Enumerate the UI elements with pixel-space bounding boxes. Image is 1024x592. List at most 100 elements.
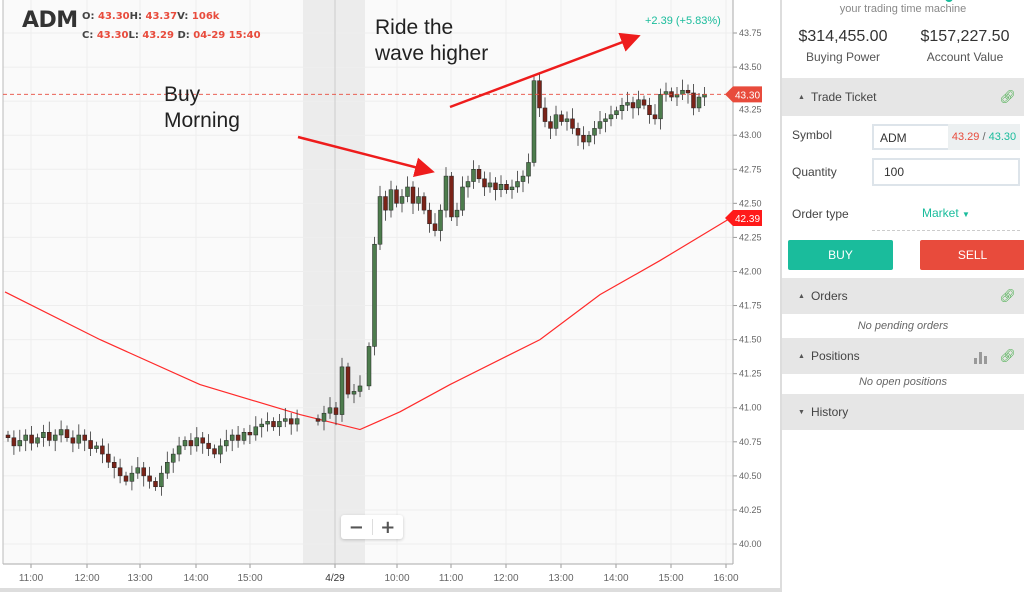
annotation-buy-morning: Buy Morning: [164, 82, 240, 134]
section-positions[interactable]: ▲ Positions 🔗︎: [782, 338, 1024, 374]
caret-up-icon: ▲: [798, 292, 805, 300]
order-type-label: Order type: [792, 207, 849, 221]
candle-down: [383, 196, 388, 211]
section-title: History: [810, 405, 849, 419]
section-title: Positions: [810, 349, 860, 363]
x-tick-label: 15:00: [237, 573, 262, 584]
candle-down: [542, 107, 548, 122]
quantity-input[interactable]: 100: [872, 158, 1020, 186]
sell-button[interactable]: SELL: [920, 240, 1024, 270]
candle-up: [52, 434, 58, 441]
candle-down: [575, 128, 581, 136]
last-price-tag: [725, 86, 762, 103]
candle-up: [277, 421, 282, 428]
annotation-line: Ride the: [375, 16, 454, 39]
y-tick-label: 40.75: [739, 437, 762, 447]
positions-empty: No open positions: [782, 374, 1024, 394]
candlestick-chart[interactable]: 43.75 43.50 43.25 43.00 42.75 42.50 42.25 42.00…: [0, 0, 780, 592]
candle-up: [405, 186, 410, 197]
candle-up: [636, 99, 641, 109]
last-price-tag-text: 43.30: [735, 90, 760, 101]
open-value: 43.30: [97, 11, 130, 22]
section-title: Orders: [810, 289, 848, 303]
candle-up: [515, 181, 520, 188]
candle-up: [35, 437, 40, 444]
candle-down: [247, 432, 253, 436]
link-icon[interactable]: 🔗︎: [999, 348, 1016, 363]
zoom-in-button[interactable]: +: [380, 516, 396, 538]
candle-up: [129, 472, 135, 482]
candle-down: [70, 437, 76, 444]
candle-up: [603, 118, 608, 122]
y-tick-label: 40.50: [739, 471, 762, 481]
candle-up: [416, 196, 421, 204]
candle-up: [366, 346, 372, 387]
x-tick-label: 13:00: [127, 573, 152, 584]
symbol-input[interactable]: ADM: [872, 124, 950, 150]
candle-down: [147, 475, 152, 482]
candle-down: [421, 196, 427, 211]
section-trade-ticket[interactable]: ▲ Trade Ticket 🔗︎: [782, 78, 1024, 116]
candle-down: [482, 178, 487, 188]
candle-up: [465, 181, 471, 188]
link-icon[interactable]: 🔗︎: [999, 89, 1016, 104]
candle-up: [658, 94, 663, 120]
candle-down: [64, 429, 70, 438]
candle-up: [76, 434, 82, 444]
candle-down: [5, 434, 11, 438]
x-tick-label: 11:00: [439, 573, 464, 584]
date-label: D:: [177, 30, 190, 41]
quote-separator: /: [979, 131, 989, 143]
candle-up: [351, 391, 357, 395]
candle-up: [357, 385, 363, 392]
bottom-border: [0, 588, 780, 592]
candle-down: [153, 481, 158, 488]
x-tick-label: 16:00: [713, 573, 738, 584]
candle-up: [498, 184, 504, 190]
divider: [371, 519, 373, 535]
section-title: Trade Ticket: [810, 90, 877, 104]
annotation-line: wave higher: [375, 42, 489, 65]
ohlc-row-2: C: 43.30L: 43.29 D: 04-29 15:40: [82, 30, 261, 41]
annotation-line: Morning: [164, 109, 240, 132]
y-tick-label: 43.00: [739, 130, 762, 140]
candle-up: [597, 121, 603, 129]
candle-down: [641, 99, 647, 106]
candle-down: [345, 366, 351, 395]
divider: [872, 230, 1020, 231]
candle-up: [460, 186, 465, 211]
x-tick-label: 15:00: [658, 573, 683, 584]
order-type-select[interactable]: Market ▼: [922, 206, 970, 220]
candle-down: [315, 418, 321, 422]
section-orders[interactable]: ▲ Orders 🔗︎: [782, 278, 1024, 314]
ohlc-row-1: O: 43.30H: 43.37V: 106k: [82, 11, 219, 22]
zoom-control: − +: [341, 515, 403, 539]
price-change: +2.39 (+5.83%): [645, 15, 721, 27]
candle-down: [504, 184, 509, 190]
y-tick-label: 43.25: [739, 104, 762, 114]
zoom-out-button[interactable]: −: [348, 516, 364, 538]
x-tick-label: 13:00: [548, 573, 573, 584]
moving-average-line: [4, 217, 731, 431]
buy-button[interactable]: BUY: [788, 240, 893, 270]
y-tick-label: 41.75: [739, 301, 762, 311]
candle-up: [58, 429, 64, 436]
arrow-ride-wave: [449, 32, 641, 109]
ask-price: 43.30: [988, 131, 1017, 143]
section-history[interactable]: ▼ History: [782, 394, 1024, 430]
candle-up: [586, 134, 592, 143]
candle-up: [564, 118, 570, 122]
date-value: 04-29 15:40: [193, 30, 261, 41]
x-tick-label: 4/29: [325, 573, 345, 584]
candle-up: [283, 418, 288, 422]
candle-down: [141, 467, 146, 477]
after-hours-shade: [303, 0, 365, 564]
bar-chart-icon[interactable]: [974, 350, 988, 364]
price-chart[interactable]: 43.75 43.50 43.25 43.00 42.75 42.50 42.25 42.00…: [0, 0, 780, 592]
x-tick-label: 12:00: [493, 573, 518, 584]
candle-up: [520, 175, 526, 182]
link-icon[interactable]: 🔗︎: [999, 288, 1016, 303]
candle-up: [23, 434, 28, 441]
arrow-buy-morning: [297, 135, 435, 177]
candle-up: [454, 209, 460, 218]
